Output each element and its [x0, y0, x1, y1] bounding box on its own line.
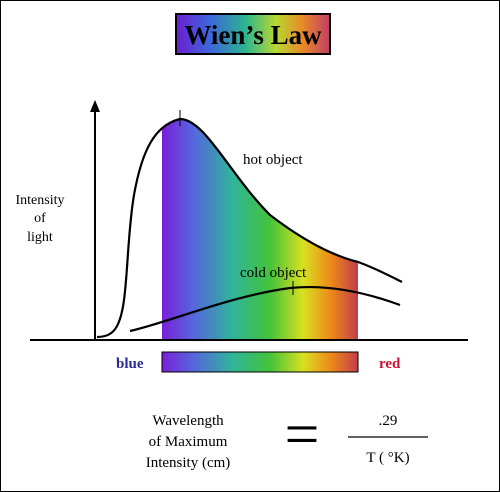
- y-axis-label-line-3: light: [27, 230, 53, 245]
- equation-lhs-line-1: Wavelength: [152, 413, 224, 429]
- spectrum-red-label: red: [379, 356, 401, 372]
- equation-lhs-line-3: Intensity (cm): [146, 455, 231, 471]
- cold-object-label: cold object: [240, 265, 307, 281]
- diagram-title: Wien’s Law: [184, 20, 322, 50]
- y-axis-arrow: [90, 100, 100, 112]
- y-axis-label-line-1: Intensity: [16, 193, 65, 208]
- equation-denominator: T ( °K): [366, 450, 409, 466]
- spectrum-fill: [162, 119, 358, 340]
- equation-numerator: .29: [379, 413, 398, 429]
- spectrum-bar: [161, 351, 359, 373]
- title-box: [175, 13, 331, 55]
- spectrum-blue-label: blue: [116, 356, 144, 372]
- equals-sign: =: [285, 401, 320, 469]
- cold-object-curve: [129, 286, 401, 333]
- y-axis-label-line-2: of: [34, 211, 46, 226]
- hot-object-label: hot object: [243, 152, 303, 168]
- equation-lhs-line-2: of Maximum: [149, 434, 228, 450]
